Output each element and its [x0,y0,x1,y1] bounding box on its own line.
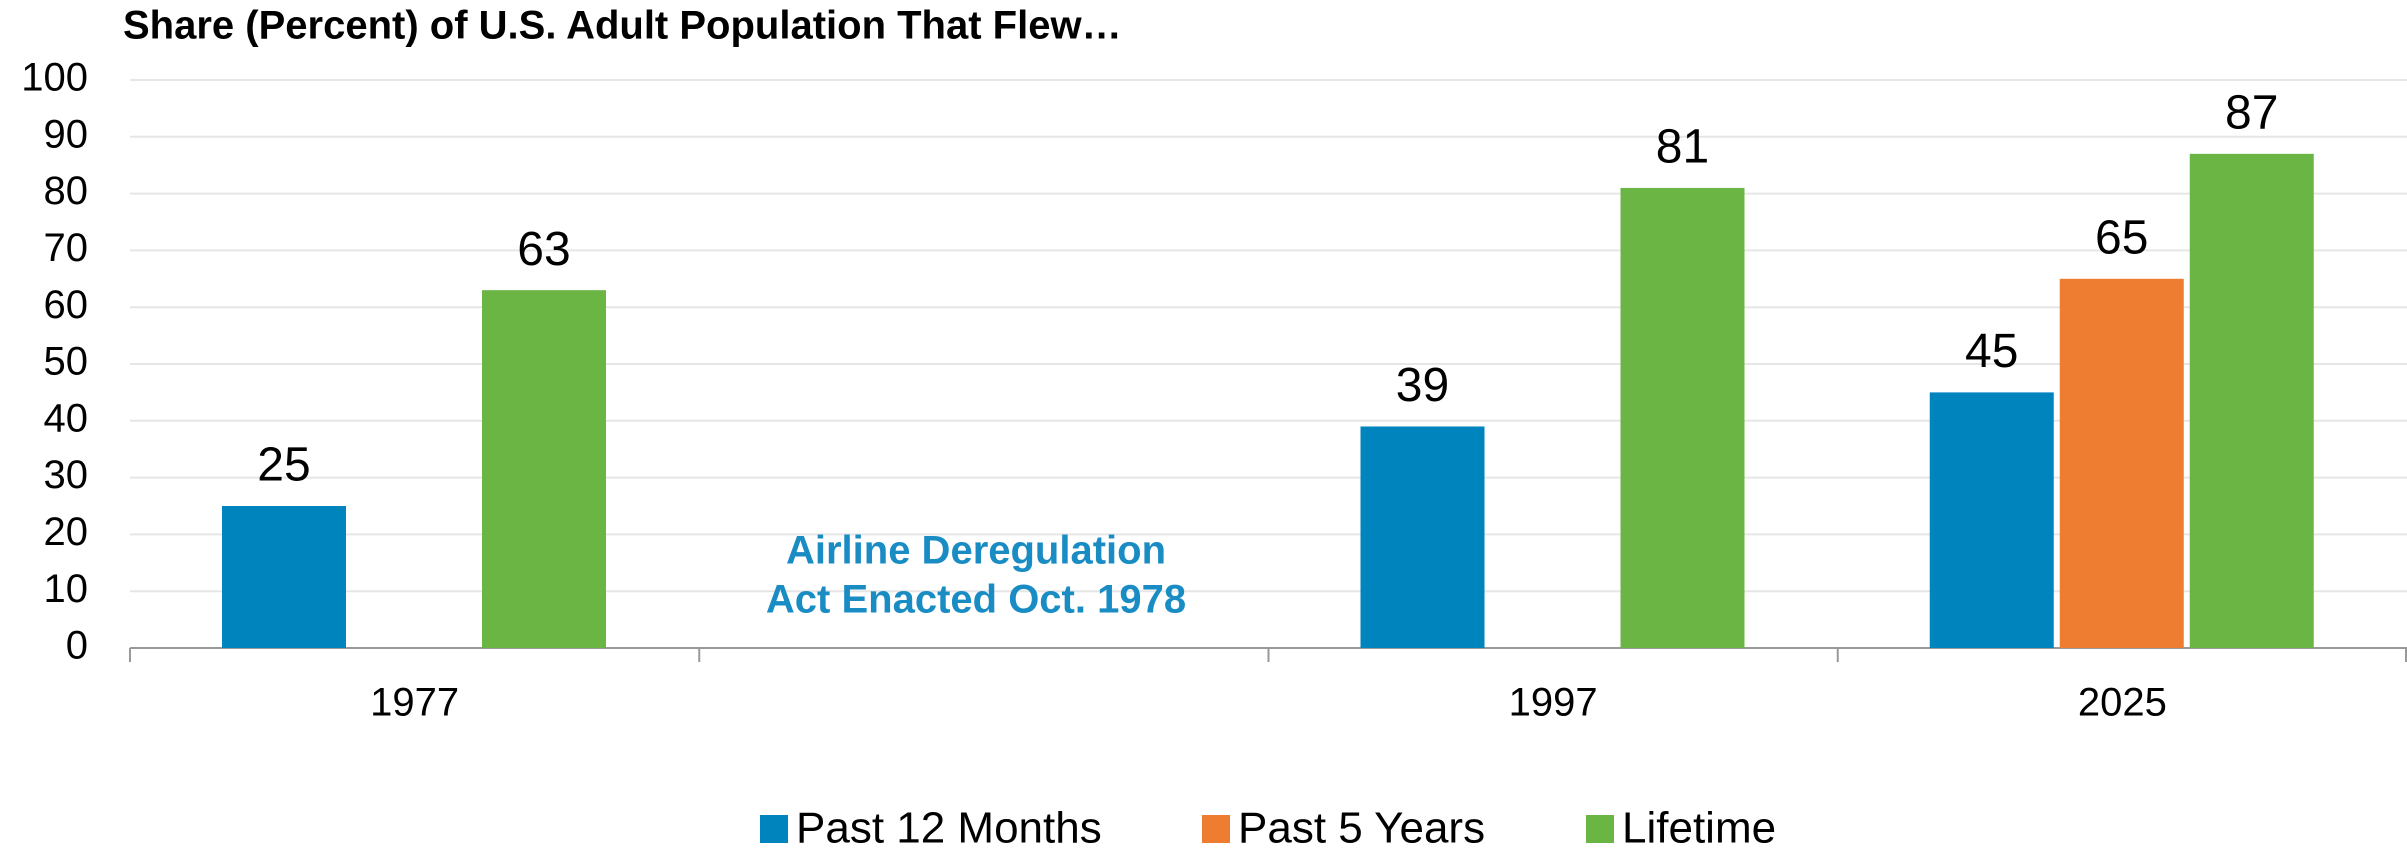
bar [1929,392,2054,648]
y-tick-label: 0 [66,624,88,668]
bar [222,506,346,648]
y-tick-label: 90 [44,112,89,156]
y-tick-label: 30 [44,453,89,497]
legend-label: Past 5 Years [1238,804,1485,853]
bar [1360,426,1485,648]
annotation: Airline Deregulation [786,529,1166,573]
chart-title: Share (Percent) of U.S. Adult Population… [123,4,1122,48]
y-tick-label: 60 [44,283,89,327]
legend-swatch [1586,815,1614,843]
value-label: 63 [517,223,570,276]
value-label: 45 [1965,325,2018,378]
bar [482,290,606,648]
bar [1620,187,1745,649]
legend-swatch [1202,815,1230,843]
legend-label: Past 12 Months [796,804,1102,853]
y-tick-label: 40 [44,396,89,440]
x-tick-label: 1977 [370,681,459,725]
x-tick-label: 2025 [2078,681,2167,725]
legend-swatch [760,815,788,843]
annotation: Act Enacted Oct. 1978 [766,578,1186,622]
y-tick-label: 50 [44,340,89,384]
y-tick-label: 70 [44,226,89,270]
bar [2189,153,2314,648]
y-tick-label: 20 [44,510,89,554]
y-tick-label: 10 [44,567,89,611]
value-label: 65 [2095,211,2148,264]
value-label: 81 [1656,121,1709,174]
value-label: 39 [1396,359,1449,412]
x-tick-label: 1997 [1509,681,1598,725]
value-label: 87 [2225,87,2278,140]
bar [2059,278,2184,648]
value-label: 25 [257,439,310,492]
y-tick-label: 100 [21,56,88,100]
legend-label: Lifetime [1622,804,1776,853]
y-tick-label: 80 [44,169,89,213]
